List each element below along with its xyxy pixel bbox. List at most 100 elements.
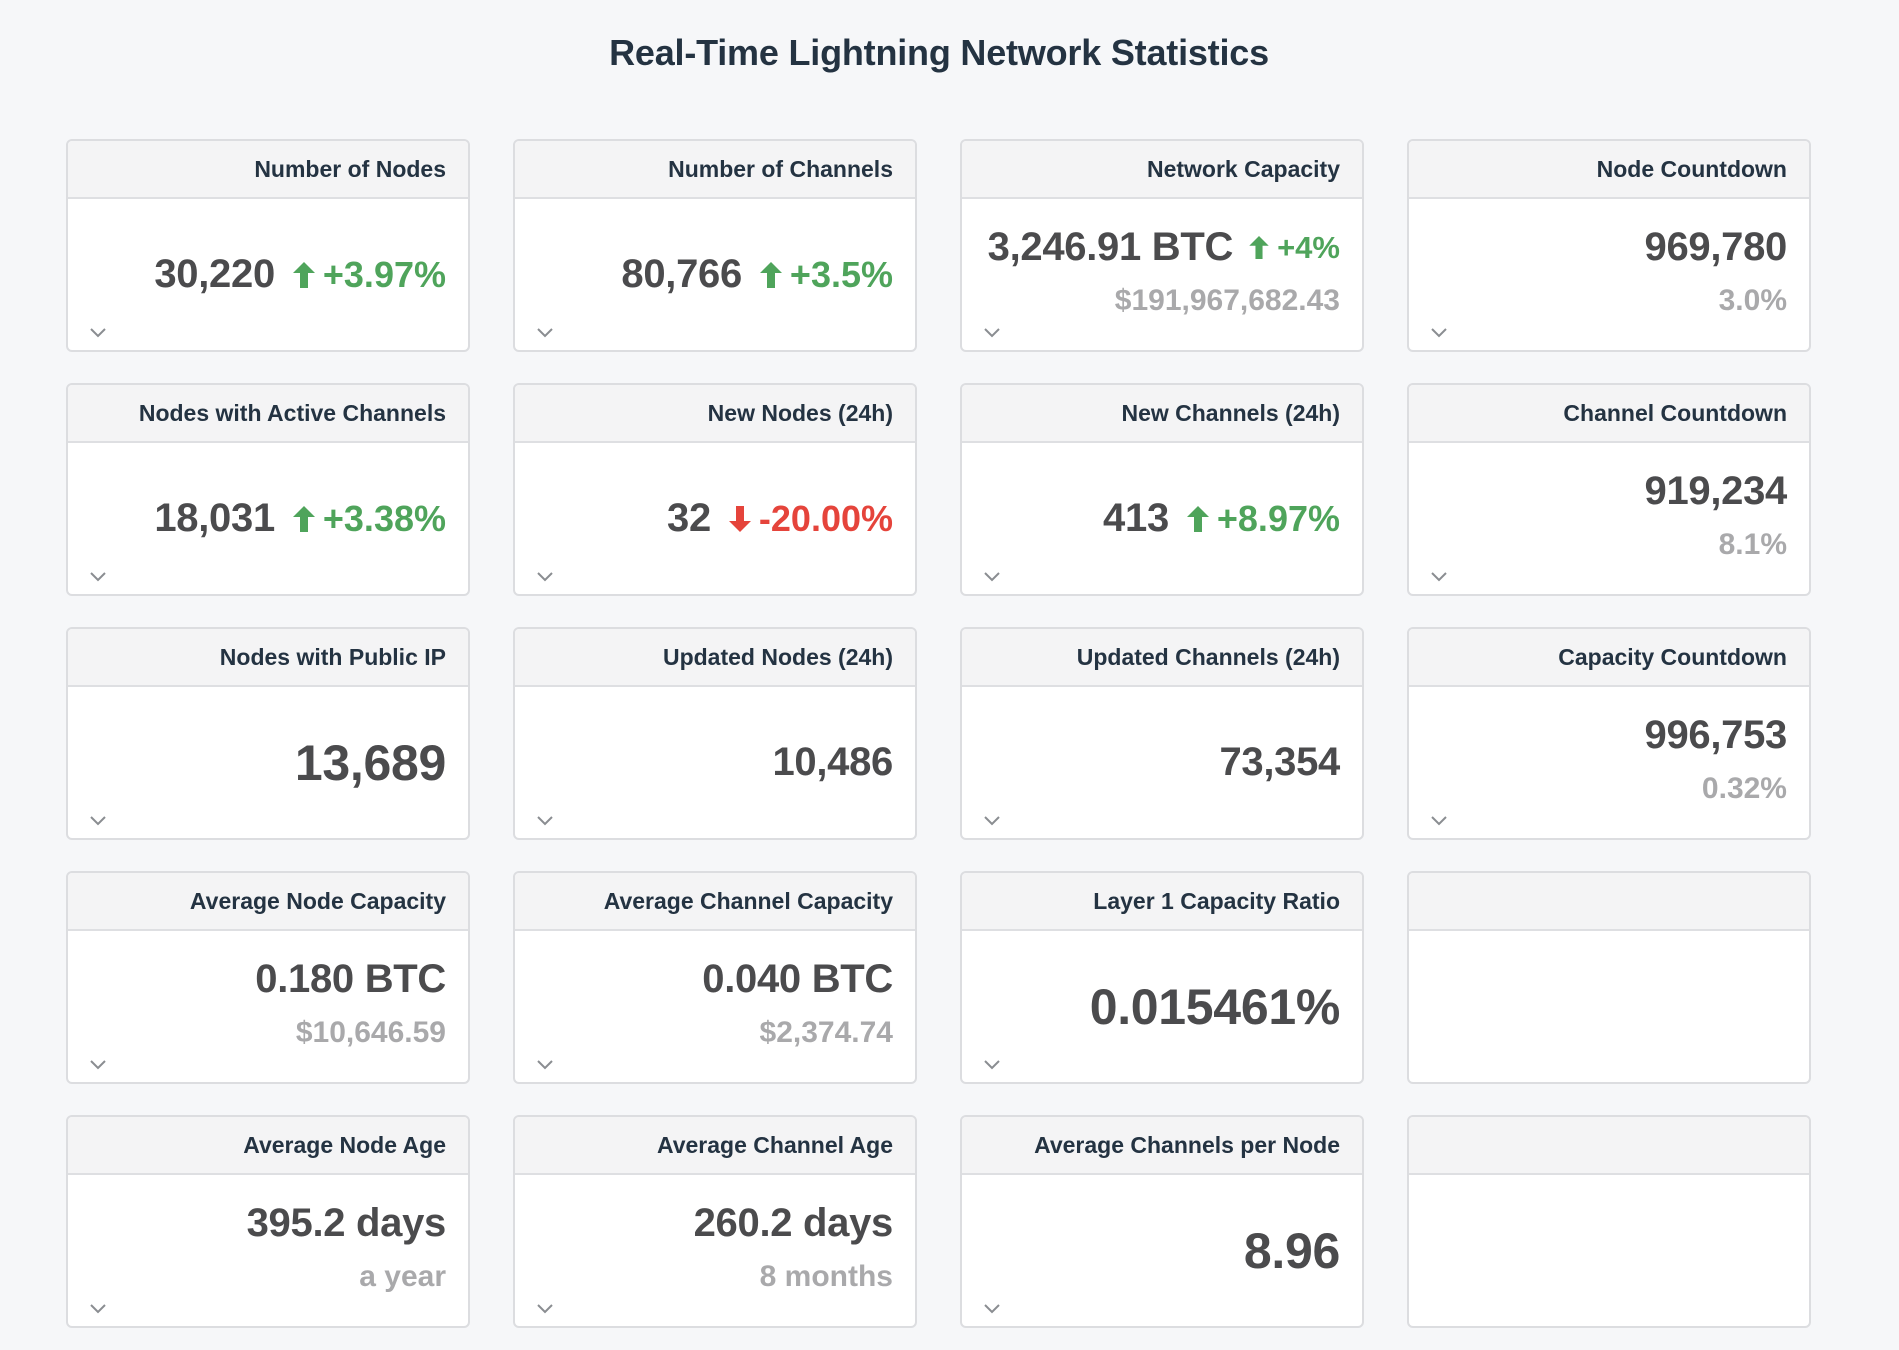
card-body: 996,753 0.32% — [1409, 687, 1809, 838]
change-indicator: -20.00% — [728, 497, 893, 540]
card-average-channels-per-node: Average Channels per Node 8.96 — [960, 1115, 1364, 1328]
chevron-down-icon[interactable] — [984, 1304, 1000, 1314]
change-value: +3.5% — [789, 253, 893, 295]
change-indicator: +3.5% — [759, 253, 893, 296]
change-indicator: +3.38% — [292, 497, 446, 540]
card-body: 260.2 days 8 months — [515, 1175, 915, 1326]
stat-value: 413 — [1103, 496, 1169, 540]
usd-value: $10,646.59 — [295, 1016, 446, 1049]
card-new-nodes: New Nodes (24h) 32 -20.00% — [513, 383, 917, 596]
stat-value: 8.96 — [1243, 1222, 1340, 1279]
stat-value: 260.2 days — [693, 1201, 894, 1245]
chevron-down-icon[interactable] — [90, 1060, 106, 1070]
page-title: Real-Time Lightning Network Statistics — [609, 32, 1269, 73]
change-value: +8.97% — [1216, 497, 1340, 539]
chevron-down-icon[interactable] — [984, 1060, 1000, 1070]
chevron-down-icon[interactable] — [537, 572, 553, 582]
chevron-down-icon[interactable] — [1431, 572, 1447, 582]
card-title: New Channels (24h) — [962, 385, 1362, 443]
chevron-down-icon[interactable] — [1431, 816, 1447, 826]
card-body: 18,031 +3.38% — [68, 443, 468, 594]
change-value: +4% — [1277, 229, 1340, 265]
chevron-down-icon[interactable] — [537, 816, 553, 826]
card-title: Updated Nodes (24h) — [515, 629, 915, 687]
card-body: 0.015461% — [962, 931, 1362, 1082]
change-indicator: +3.97% — [292, 254, 446, 296]
chevron-down-icon[interactable] — [537, 1304, 553, 1314]
card-title: Layer 1 Capacity Ratio — [962, 873, 1362, 931]
card-updated-nodes: Updated Nodes (24h) 10,486 — [513, 627, 917, 840]
card-empty — [1407, 871, 1811, 1084]
card-number-of-nodes: Number of Nodes 30,220 +3.97% — [66, 139, 470, 352]
change-value: -20.00% — [758, 497, 893, 539]
card-body: 969,780 3.0% — [1409, 199, 1809, 350]
relative-age: a year — [359, 1260, 446, 1293]
chevron-down-icon[interactable] — [537, 328, 553, 338]
usd-value: $191,967,682.43 — [1114, 284, 1340, 317]
value-line: 3,246.91 BTC +4% — [988, 225, 1340, 270]
card-body: 0.040 BTC $2,374.74 — [515, 931, 915, 1082]
relative-age: 8 months — [759, 1260, 893, 1293]
stat-value: 30,220 — [154, 252, 275, 296]
card-title: Number of Channels — [515, 141, 915, 199]
card-body: 13,689 — [68, 687, 468, 838]
card-empty — [1407, 1115, 1811, 1328]
card-title: Capacity Countdown — [1409, 629, 1809, 687]
value-line: 32 -20.00% — [667, 496, 893, 541]
card-updated-channels: Updated Channels (24h) 73,354 — [960, 627, 1364, 840]
arrow-up-icon — [292, 505, 315, 532]
chevron-down-icon[interactable] — [90, 816, 106, 826]
chevron-down-icon[interactable] — [90, 1304, 106, 1314]
card-title — [1409, 873, 1809, 931]
card-title: Nodes with Public IP — [68, 629, 468, 687]
card-body: 395.2 days a year — [68, 1175, 468, 1326]
card-number-of-channels: Number of Channels 80,766 +3.5% — [513, 139, 917, 352]
chevron-down-icon[interactable] — [984, 572, 1000, 582]
stat-value: 969,780 — [1644, 225, 1788, 269]
stat-value: 80,766 — [621, 252, 742, 296]
card-title: Average Channel Capacity — [515, 873, 915, 931]
card-layer1-capacity-ratio: Layer 1 Capacity Ratio 0.015461% — [960, 871, 1364, 1084]
value-line: 30,220 +3.97% — [154, 252, 446, 297]
arrow-up-icon — [759, 261, 782, 288]
card-title: Average Node Capacity — [68, 873, 468, 931]
card-body: 3,246.91 BTC +4% $191,967,682.43 — [962, 199, 1362, 350]
change-indicator: +4% — [1249, 230, 1340, 266]
arrow-up-icon — [1249, 236, 1269, 259]
card-title: New Nodes (24h) — [515, 385, 915, 443]
chevron-down-icon[interactable] — [1431, 328, 1447, 338]
value-line: 18,031 +3.38% — [154, 496, 446, 541]
stat-value: 32 — [667, 496, 711, 540]
chevron-down-icon[interactable] — [537, 1060, 553, 1070]
card-network-capacity: Network Capacity 3,246.91 BTC +4% $191,9… — [960, 139, 1364, 352]
usd-value: $2,374.74 — [759, 1016, 893, 1049]
card-title — [1409, 1117, 1809, 1175]
change-value: +3.38% — [322, 497, 446, 539]
chevron-down-icon[interactable] — [90, 572, 106, 582]
card-body: 80,766 +3.5% — [515, 199, 915, 350]
arrow-down-icon — [728, 505, 751, 532]
chevron-down-icon[interactable] — [90, 328, 106, 338]
sub-percent: 8.1% — [1718, 528, 1787, 561]
stat-value: 0.180 BTC — [255, 957, 446, 1001]
card-title: Node Countdown — [1409, 141, 1809, 199]
card-title: Average Channels per Node — [962, 1117, 1362, 1175]
card-average-node-capacity: Average Node Capacity 0.180 BTC $10,646.… — [66, 871, 470, 1084]
sub-percent: 0.32% — [1701, 772, 1787, 805]
value-line: 80,766 +3.5% — [621, 252, 893, 297]
chevron-down-icon[interactable] — [984, 328, 1000, 338]
card-capacity-countdown: Capacity Countdown 996,753 0.32% — [1407, 627, 1811, 840]
stat-value: 13,689 — [294, 734, 446, 791]
card-title: Average Node Age — [68, 1117, 468, 1175]
card-new-channels: New Channels (24h) 413 +8.97% — [960, 383, 1364, 596]
card-channel-countdown: Channel Countdown 919,234 8.1% — [1407, 383, 1811, 596]
card-public-ip: Nodes with Public IP 13,689 — [66, 627, 470, 840]
change-indicator: +8.97% — [1186, 497, 1340, 540]
card-body: 0.180 BTC $10,646.59 — [68, 931, 468, 1082]
arrow-up-icon — [292, 261, 315, 288]
chevron-down-icon[interactable] — [984, 816, 1000, 826]
stat-value: 3,246.91 BTC — [987, 225, 1234, 269]
card-body: 413 +8.97% — [962, 443, 1362, 594]
card-active-nodes: Nodes with Active Channels 18,031 +3.38% — [66, 383, 470, 596]
card-body: 30,220 +3.97% — [68, 199, 468, 350]
